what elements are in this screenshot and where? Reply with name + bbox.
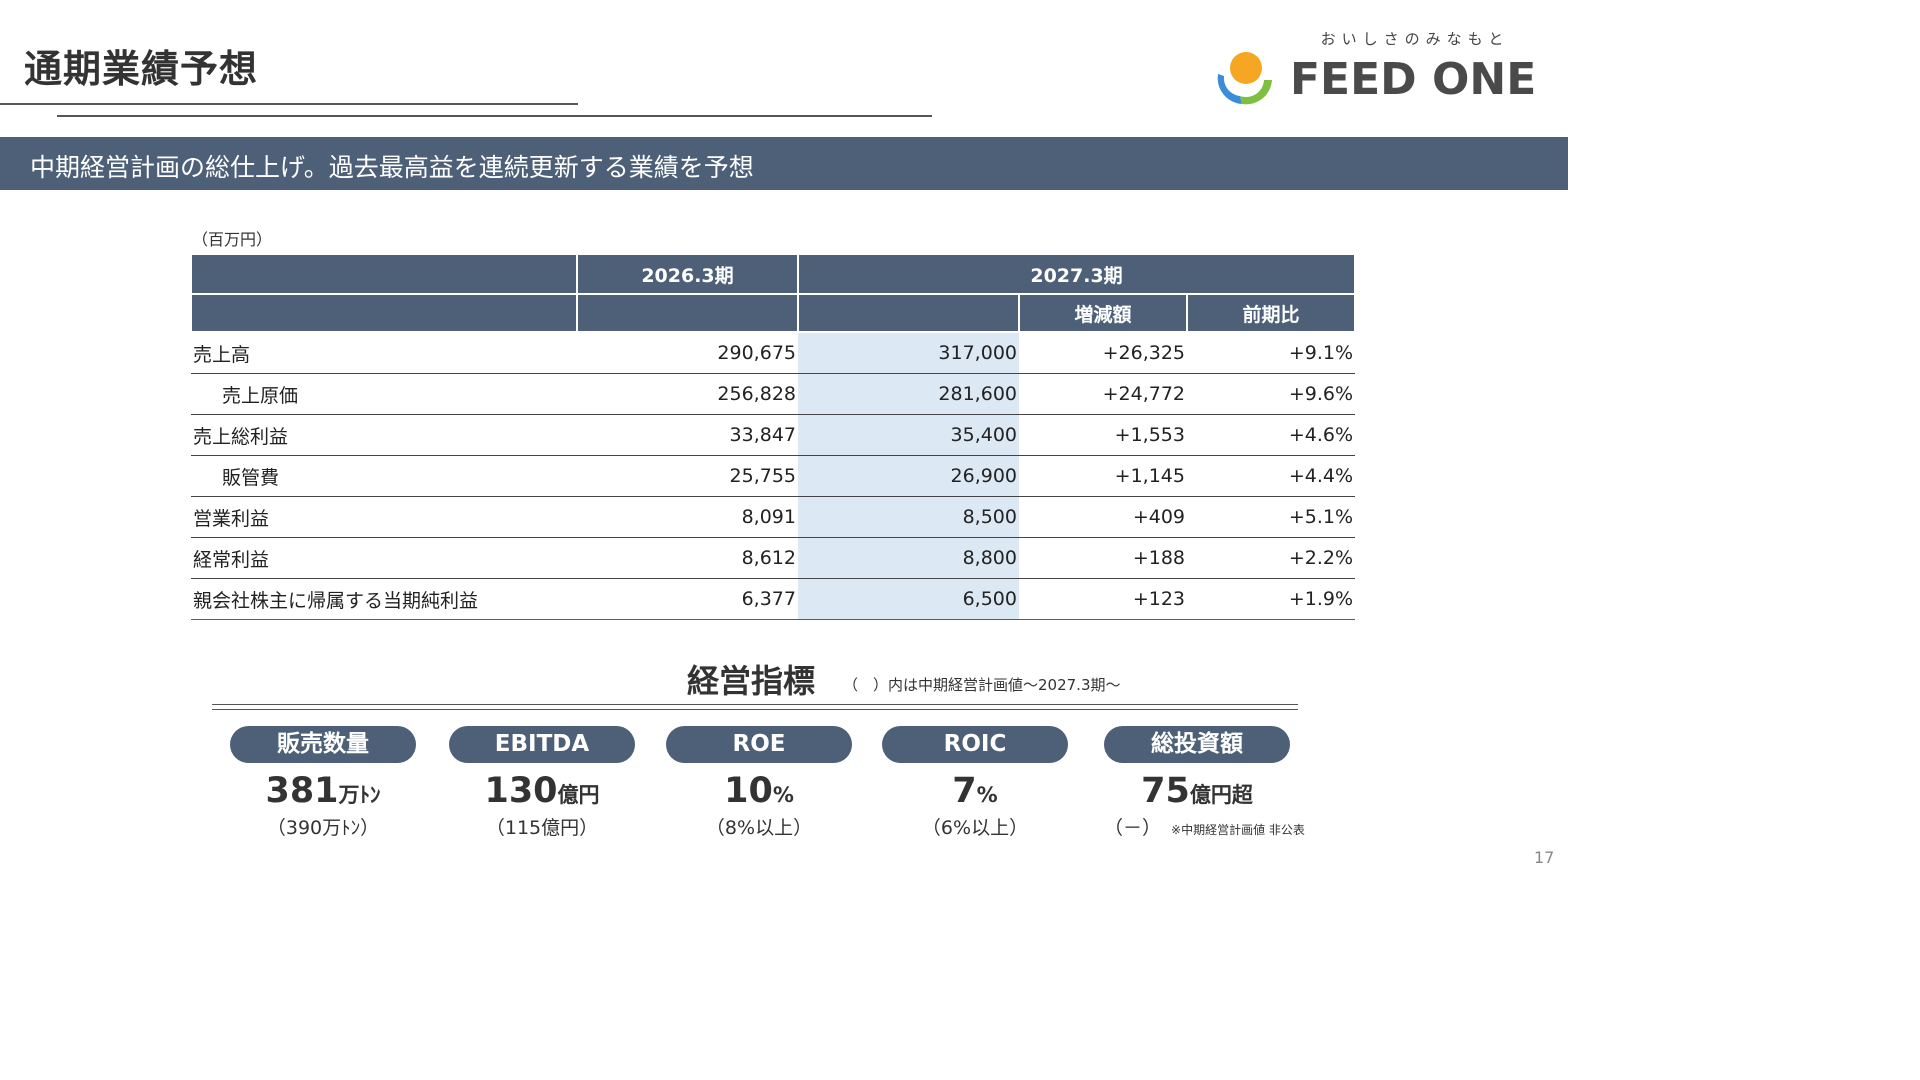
row-label: 売上高	[191, 332, 577, 374]
kpi-section-note: （ ）内は中期経営計画値～2027.3期～	[843, 676, 1121, 694]
table-row: 売上総利益 33,847 35,400 +1,553 +4.6%	[191, 414, 1356, 456]
cell-fy2026: 8,612	[577, 537, 798, 579]
kpi-number: 130	[484, 771, 558, 811]
cell-fy2026: 8,091	[577, 496, 798, 538]
kpi-target: （6%以上）	[921, 817, 1029, 839]
kpi-target: （115億円）	[485, 817, 599, 839]
kpi-target-value: （－）	[1104, 817, 1162, 839]
forecast-table: 2026.3期 2027.3期 増減額 前期比 売上高 290,675 317,…	[190, 253, 1357, 620]
cell-ratio: +5.1%	[1187, 496, 1356, 538]
title-underline-secondary	[57, 115, 932, 117]
header-change: 増減額	[1018, 293, 1188, 333]
headline-text: 中期経営計画の総仕上げ。過去最高益を連続更新する業績を予想	[30, 153, 754, 182]
cell-ratio: +9.6%	[1187, 373, 1356, 415]
table-row: 親会社株主に帰属する当期純利益 6,377 6,500 +123 +1.9%	[191, 578, 1356, 620]
table-row: 売上原価 256,828 281,600 +24,772 +9.6%	[191, 373, 1356, 415]
cell-fy2027: 317,000	[798, 332, 1019, 374]
cell-fy2026: 25,755	[577, 455, 798, 497]
headline-banner: 中期経営計画の総仕上げ。過去最高益を連続更新する業績を予想	[0, 137, 1568, 190]
header-ratio: 前期比	[1185, 293, 1357, 333]
cell-change: +26,325	[1019, 332, 1187, 374]
cell-ratio: +4.6%	[1187, 414, 1356, 456]
cell-fy2027: 281,600	[798, 373, 1019, 415]
kpi-target: （－） ※中期経営計画値 非公表	[1104, 813, 1305, 840]
cell-fy2026: 6,377	[577, 578, 798, 620]
cell-fy2026: 33,847	[577, 414, 798, 456]
cell-fy2026: 256,828	[577, 373, 798, 415]
table-row: 営業利益 8,091 8,500 +409 +5.1%	[191, 496, 1356, 538]
kpi-section-title: 経営指標	[687, 662, 816, 700]
kpi-value: 10%	[666, 771, 852, 811]
table-row: 売上高 290,675 317,000 +26,325 +9.1%	[191, 332, 1356, 374]
cell-change: +1,553	[1019, 414, 1187, 456]
kpi-label-pill: 総投資額	[1104, 726, 1290, 763]
cell-fy2027: 35,400	[798, 414, 1019, 456]
cell-change: +409	[1019, 496, 1187, 538]
cell-fy2027: 26,900	[798, 455, 1019, 497]
cell-fy2027: 6,500	[798, 578, 1019, 620]
header-corner	[190, 253, 578, 295]
kpi-unit: 万ﾄﾝ	[338, 783, 381, 807]
table-row: 経常利益 8,612 8,800 +188 +2.2%	[191, 537, 1356, 579]
kpi-number: 7	[952, 771, 977, 811]
kpi-label-pill: 販売数量	[230, 726, 416, 763]
kpi-unit: 億円超	[1189, 783, 1253, 807]
page-number: 17	[1534, 848, 1555, 867]
row-label: 営業利益	[191, 496, 577, 538]
kpi-total-investment: 総投資額 75億円超 （－） ※中期経営計画値 非公表	[1104, 726, 1305, 840]
kpi-value: 381万ﾄﾝ	[230, 771, 416, 811]
cell-ratio: +9.1%	[1187, 332, 1356, 374]
kpi-number: 381	[265, 771, 339, 811]
cell-fy2027: 8,500	[798, 496, 1019, 538]
page-title: 通期業績予想	[24, 47, 259, 91]
header-fy2026: 2026.3期	[576, 253, 799, 295]
row-label: 販管費	[191, 455, 577, 497]
header-fy2027-sub	[797, 293, 1020, 333]
row-label: 経常利益	[191, 537, 577, 579]
kpi-target: （390万ﾄﾝ）	[266, 817, 380, 839]
kpi-label-pill: ROE	[666, 726, 852, 763]
kpi-footnote: ※中期経営計画値 非公表	[1171, 823, 1305, 837]
kpi-roe: ROE 10% （8%以上）	[666, 726, 852, 840]
kpi-ebitda: EBITDA 130億円 （115億円）	[449, 726, 635, 840]
kpi-sales-volume: 販売数量 381万ﾄﾝ （390万ﾄﾝ）	[230, 726, 416, 840]
unit-note: （百万円）	[192, 230, 273, 249]
kpi-unit: 億円	[557, 783, 600, 807]
row-label: 親会社株主に帰属する当期純利益	[191, 578, 577, 620]
kpi-number: 10	[724, 771, 773, 811]
cell-change: +1,145	[1019, 455, 1187, 497]
cell-ratio: +4.4%	[1187, 455, 1356, 497]
kpi-roic: ROIC 7% （6%以上）	[882, 726, 1068, 840]
kpi-target: （8%以上）	[705, 817, 813, 839]
table-row: 販管費 25,755 26,900 +1,145 +4.4%	[191, 455, 1356, 497]
brand-mark-icon	[1217, 52, 1272, 105]
cell-fy2027: 8,800	[798, 537, 1019, 579]
header-corner-sub	[190, 293, 578, 333]
logo-wordmark: FEED ONE	[1290, 54, 1537, 105]
kpi-label-pill: EBITDA	[449, 726, 635, 763]
row-label: 売上総利益	[191, 414, 577, 456]
kpi-value: 130億円	[449, 771, 635, 811]
logo-tagline: おいしさのみなもと	[1320, 30, 1510, 48]
company-logo: おいしさのみなもと FEED ONE	[1212, 28, 1542, 108]
kpi-label-pill: ROIC	[882, 726, 1068, 763]
cell-change: +123	[1019, 578, 1187, 620]
kpi-unit: %	[976, 783, 998, 807]
cell-ratio: +1.9%	[1187, 578, 1356, 620]
kpi-value: 75億円超	[1104, 771, 1290, 811]
kpi-unit: %	[772, 783, 794, 807]
cell-fy2026: 290,675	[577, 332, 798, 374]
header-fy2027: 2027.3期	[796, 253, 1357, 295]
cell-change: +188	[1019, 537, 1187, 579]
header-fy2026-sub	[576, 293, 799, 333]
row-label: 売上原価	[191, 373, 577, 415]
title-underline	[0, 103, 578, 105]
cell-change: +24,772	[1019, 373, 1187, 415]
kpi-value: 7%	[882, 771, 1068, 811]
cell-ratio: +2.2%	[1187, 537, 1356, 579]
kpi-divider	[212, 704, 1298, 710]
kpi-number: 75	[1141, 771, 1190, 811]
